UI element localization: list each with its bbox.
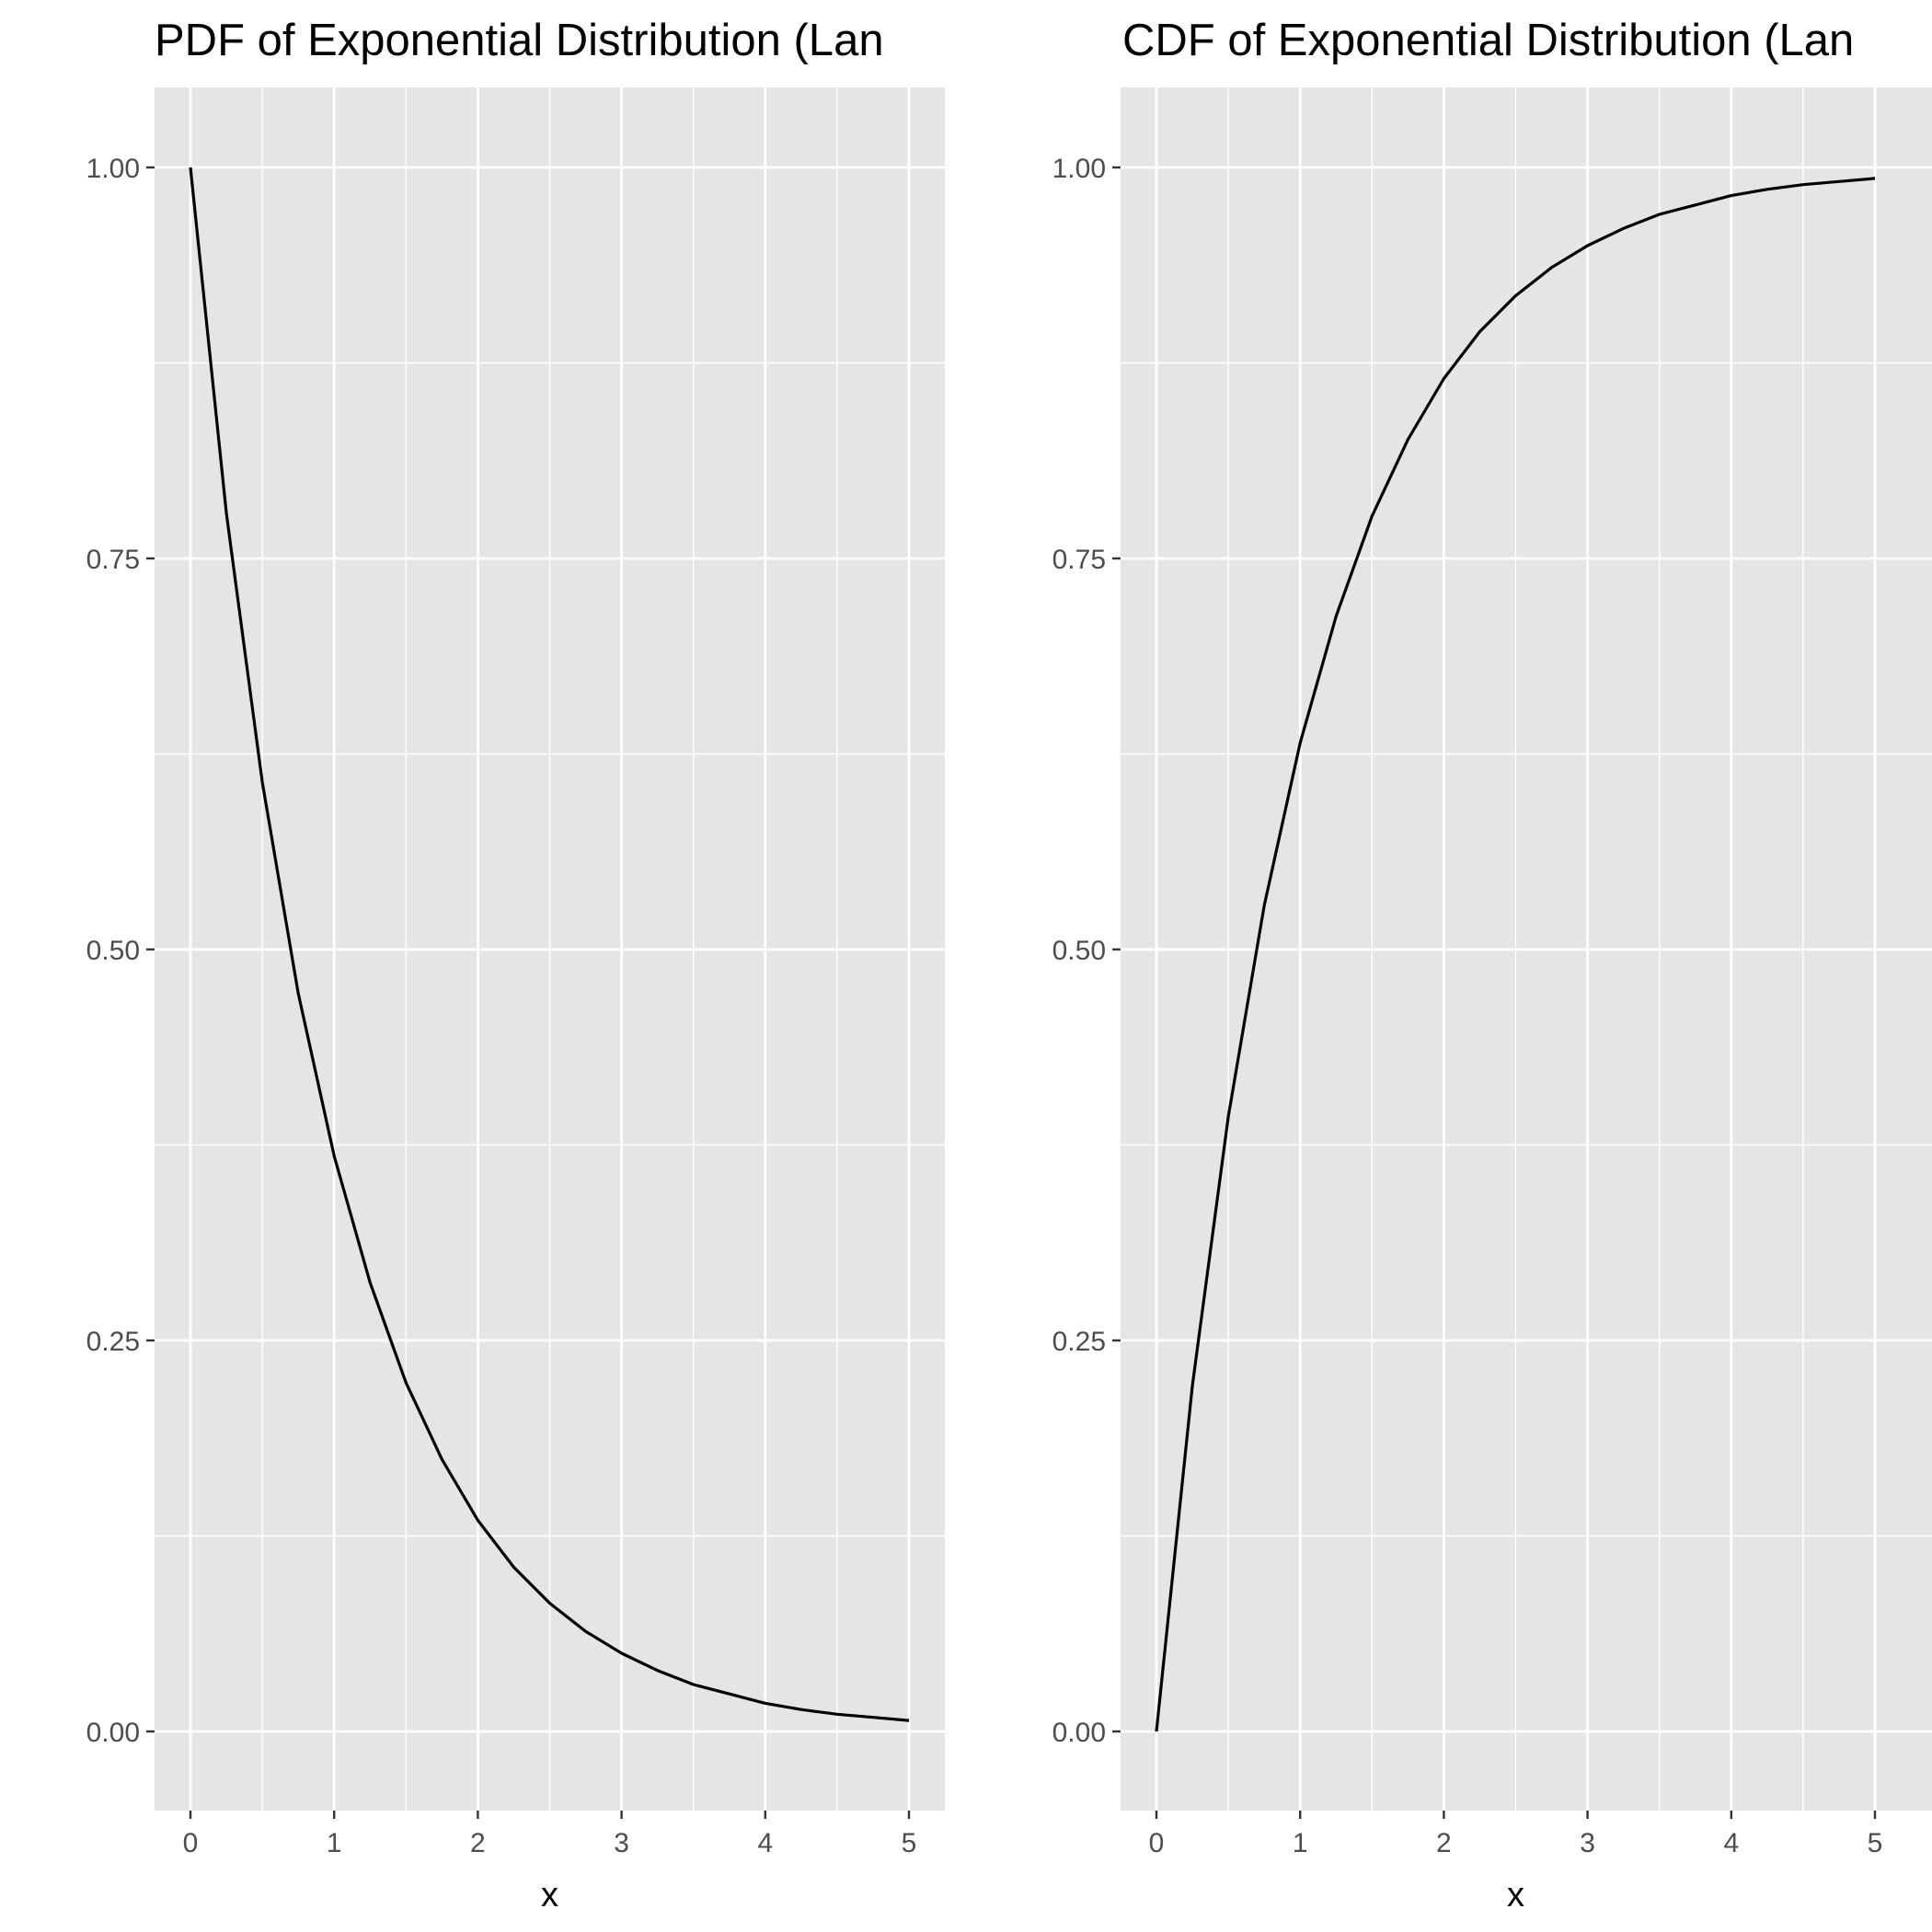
cdf-x-tick-label-1: 1 <box>1293 1828 1308 1858</box>
cdf-x-tick-label-5: 5 <box>1868 1828 1883 1858</box>
pdf-y-tick-label-4: 1.00 <box>86 154 140 184</box>
cdf-x-tick-label-2: 2 <box>1436 1828 1452 1858</box>
pdf-x-tick-label-2: 2 <box>470 1828 486 1858</box>
pdf-x-tick-label-5: 5 <box>902 1828 917 1858</box>
pdf-x-tick-label-4: 4 <box>757 1828 773 1858</box>
pdf-y-tick-label-0: 0.00 <box>86 1718 140 1748</box>
pdf-y-tick-label-2: 0.50 <box>86 936 140 966</box>
pdf-chart-title: PDF of Exponential Distribution (Lan <box>155 16 884 65</box>
pdf-x-tick-label-3: 3 <box>614 1828 629 1858</box>
pdf-y-tick-label-1: 0.25 <box>86 1327 140 1357</box>
pdf-curve-line <box>189 167 910 1722</box>
cdf-x-tick-label-0: 0 <box>1149 1828 1165 1858</box>
cdf-curve-line <box>1155 177 1876 1732</box>
cdf-x-tick-label-4: 4 <box>1723 1828 1739 1858</box>
pdf-chart: 0 1 2 3 4 5 0.00 0.25 0.50 0.75 1.00 x PDF of Expone… <box>86 16 945 1915</box>
cdf-y-tick-label-1: 0.25 <box>1052 1327 1106 1357</box>
cdf-y-tick-label-3: 0.75 <box>1052 545 1106 575</box>
cdf-y-tick-label-4: 1.00 <box>1052 154 1106 184</box>
pdf-y-tick-label-3: 0.75 <box>86 545 140 575</box>
cdf-chart-title: CDF of Exponential Distribution (Lan <box>1122 16 1854 65</box>
cdf-x-tick-label-3: 3 <box>1580 1828 1595 1858</box>
pdf-x-tick-label-1: 1 <box>327 1828 342 1858</box>
cdf-y-tick-label-0: 0.00 <box>1052 1718 1106 1748</box>
pdf-x-axis-title: x <box>541 1876 558 1915</box>
cdf-y-tick-label-2: 0.50 <box>1052 936 1106 966</box>
cdf-x-axis-title: x <box>1507 1876 1524 1915</box>
cdf-chart: 0 1 2 3 4 5 0.00 0.25 0.50 0.75 1.00 x CDF of Expone… <box>1052 16 1932 1915</box>
pdf-x-tick-label-0: 0 <box>183 1828 199 1858</box>
